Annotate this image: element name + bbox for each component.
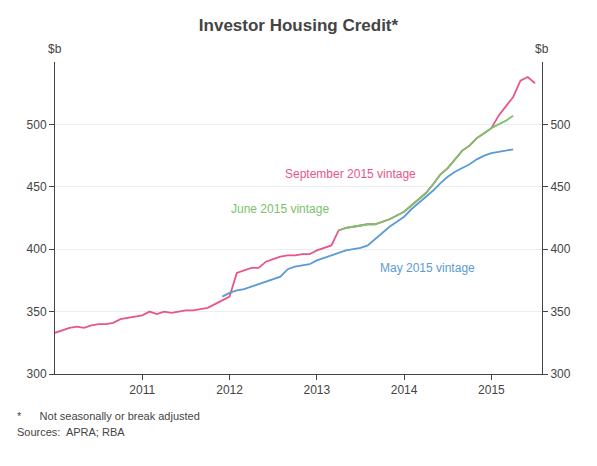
- svg-text:2013: 2013: [303, 383, 330, 397]
- svg-text:400: 400: [550, 242, 570, 256]
- svg-text:300: 300: [550, 367, 570, 381]
- svg-text:June 2015 vintage: June 2015 vintage: [231, 202, 329, 216]
- svg-text:450: 450: [27, 180, 47, 194]
- svg-text:2011: 2011: [129, 383, 155, 397]
- svg-text:2012: 2012: [216, 383, 243, 397]
- svg-text:May 2015 vintage: May 2015 vintage: [380, 261, 475, 275]
- svg-text:350: 350: [27, 305, 47, 319]
- svg-text:Investor Housing Credit*: Investor Housing Credit*: [199, 16, 399, 35]
- svg-text:400: 400: [27, 242, 47, 256]
- svg-text:500: 500: [27, 118, 47, 132]
- svg-text:2015: 2015: [478, 383, 505, 397]
- svg-text:$b: $b: [48, 42, 62, 56]
- svg-text:2014: 2014: [391, 383, 418, 397]
- svg-text:450: 450: [550, 180, 570, 194]
- svg-text:* Not seasonally or break: * Not seasonally or break adjusted: [17, 410, 200, 422]
- svg-text:$b: $b: [535, 42, 549, 56]
- svg-text:350: 350: [550, 305, 570, 319]
- svg-text:500: 500: [550, 118, 570, 132]
- svg-text:September 2015 vintage: September 2015 vintage: [285, 167, 416, 181]
- svg-text:300: 300: [27, 367, 47, 381]
- svg-text:Sources: APRA; RBA: Sources: APRA; RBA: [17, 426, 125, 438]
